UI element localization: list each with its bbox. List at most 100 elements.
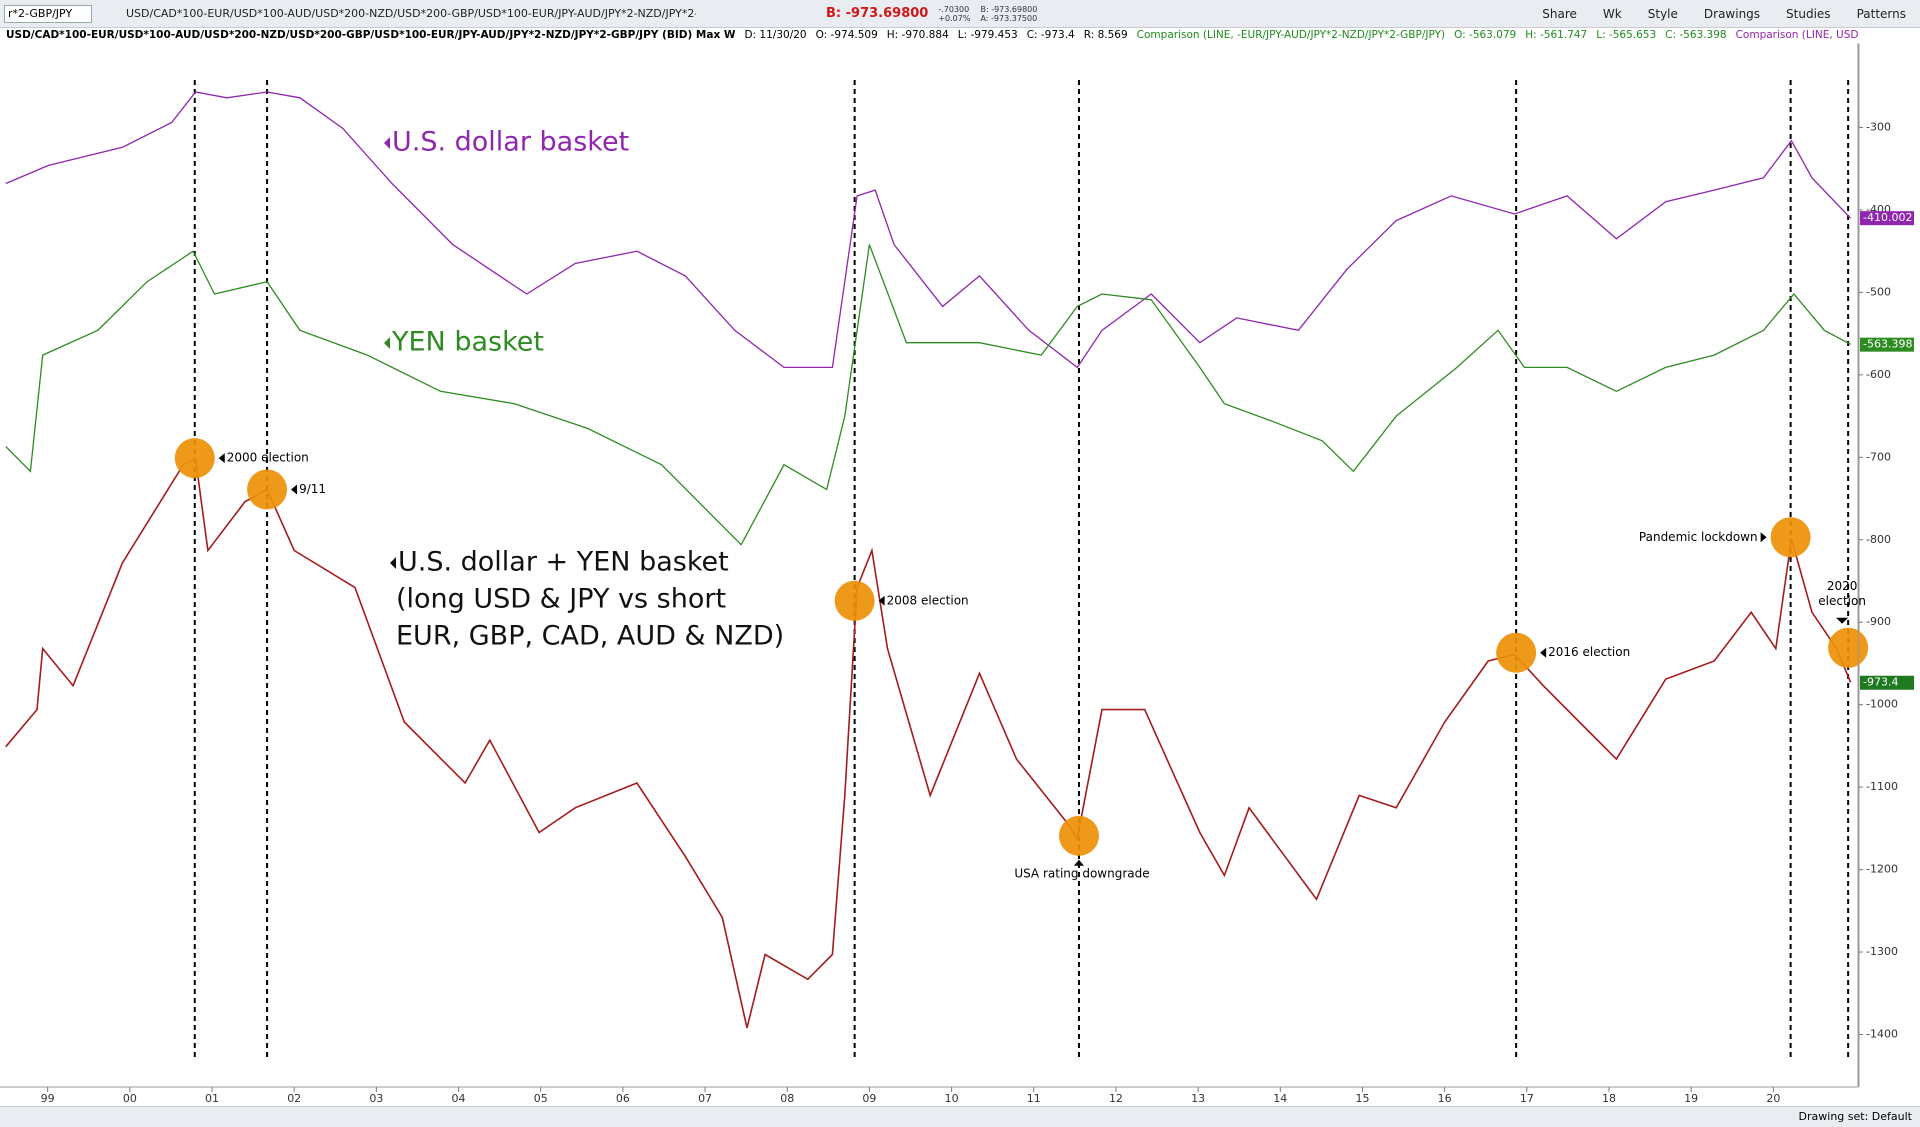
x-tick-label: 10 [945,1092,959,1105]
info-item: O: -563.079 [1454,29,1517,41]
y-tick-label: -700 [1866,450,1891,463]
x-tick-label: 06 [616,1092,630,1105]
event-label: 2016 election [1548,645,1630,659]
x-tick-label: 09 [862,1092,876,1105]
x-tick-label: 20 [1766,1092,1780,1105]
info-item: O: -974.509 [815,29,878,41]
y-tick-label: -1100 [1866,780,1898,793]
ask-small: A: -973.37500 [980,13,1038,23]
event-marker [834,580,875,621]
x-tick-label: 13 [1191,1092,1205,1105]
toolbar-buttons: Share Wk Style Drawings Studies Patterns [1542,7,1906,21]
series-note: EUR, GBP, CAD, AUD & NZD) [396,621,784,652]
event-pointer [291,484,298,495]
x-tick-label: 99 [41,1092,55,1105]
y-tick-label: -500 [1866,285,1891,298]
x-tick-label: 00 [123,1092,137,1105]
event-marker [174,438,215,479]
series-note: (long USD & JPY vs short [396,584,726,615]
x-tick-label: 04 [452,1092,466,1105]
x-tick-label: 19 [1684,1092,1698,1105]
y-tick-label: -900 [1866,615,1891,628]
series-label: U.S. dollar basket [392,127,629,158]
symbol-description: USD/CAD*100-EUR/USD*100-AUD/USD*200-NZD/… [126,7,696,20]
x-tick-label: 15 [1355,1092,1369,1105]
change-box: -.70300 +0.07% [938,5,970,23]
drawings-button[interactable]: Drawings [1703,6,1761,21]
x-tick-label: 12 [1109,1092,1123,1105]
series-line [5,91,1852,369]
x-tick-label: 14 [1273,1092,1287,1105]
series-line [5,244,1851,546]
event-pointer [1836,617,1849,624]
event-label: 9/11 [299,482,326,496]
x-tick-label: 11 [1027,1092,1041,1105]
last-value-tag [1860,211,1914,226]
x-tick-label: 02 [287,1092,301,1105]
event-label: 2020 election [1818,578,1866,607]
quote-box: B: -973.69800 A: -973.37500 [980,5,1037,23]
x-tick-label: 17 [1520,1092,1534,1105]
bid-price: B: -973.69800 [826,6,929,21]
last-value-tag [1860,675,1914,690]
event-marker [1496,632,1537,673]
axis-panel [1858,44,1860,1087]
event-marker [1770,517,1811,558]
comparison: Comparison (LINE, USD/CAD*100-EUR/... [1735,29,1858,41]
info-item: H: -970.884 [886,29,949,41]
share-button[interactable]: Share [1542,6,1577,21]
event-pointer [1073,859,1084,866]
info-item: C: -563.398 [1665,29,1727,41]
label-pointer [390,557,396,569]
style-button[interactable]: Style [1647,6,1678,21]
studies-button[interactable]: Studies [1786,6,1831,21]
y-tick-label: -800 [1866,533,1891,546]
event-label: USA rating downgrade [1014,866,1149,880]
event-pointer [1540,647,1547,658]
y-tick-label: -600 [1866,368,1891,381]
event-pointer [1760,532,1767,543]
series-label: U.S. dollar + YEN basket [398,547,729,578]
change-pct: +0.07% [938,13,971,23]
info-item: D: 11/30/20 [744,29,807,41]
event-marker [1828,627,1869,668]
y-tick-label: -1200 [1866,863,1898,876]
status-bar: Drawing set: Default [0,1106,1920,1127]
x-tick-label: 05 [534,1092,548,1105]
event-label: Pandemic lockdown [1639,530,1758,544]
symbol: r*2-GBP/JPY [8,7,73,20]
info-item: H: -561.747 [1525,29,1588,41]
info-item: L: -565.653 [1596,29,1657,41]
change: -.70300 [938,4,970,14]
y-tick-label: -1300 [1866,945,1898,958]
symbol-input[interactable]: r*2-GBP/JPY [4,4,92,23]
event-label: 2008 election [887,593,969,607]
comparison: Comparison (LINE, -EUR/JPY-AUD/JPY*2-NZD… [1136,29,1446,41]
toolbar: r*2-GBP/JPY USD/CAD*100-EUR/USD*100-AUD/… [0,0,1920,28]
info-item: C: -973.4 [1026,29,1075,41]
series-line [5,457,1852,1029]
event-marker [1058,815,1099,856]
x-tick-label: 16 [1438,1092,1452,1105]
y-tick-label: -300 [1866,120,1891,133]
info-item: R: 8.569 [1083,29,1128,41]
last-value-tag [1860,337,1914,352]
x-tick-label: 18 [1602,1092,1616,1105]
x-tick-label: 07 [698,1092,712,1105]
label-pointer [384,137,390,149]
drawing-set[interactable]: Drawing set: Default [1798,1110,1912,1123]
study-title: USD/CAD*100-EUR/USD*100-AUD/USD*200-NZD/… [6,29,736,41]
series-label: YEN basket [391,327,544,358]
x-tick-label: 03 [369,1092,383,1105]
y-tick-label: -1400 [1866,1028,1898,1041]
info-item: L: -979.453 [957,29,1018,41]
period-button[interactable]: Wk [1602,6,1622,21]
bid-small: B: -973.69800 [980,4,1038,14]
event-label: 2000 election [227,451,309,465]
x-tick-label: 01 [205,1092,219,1105]
event-marker [247,469,288,510]
last-value-label: -563.398 [1863,338,1912,351]
patterns-button[interactable]: Patterns [1856,6,1906,21]
